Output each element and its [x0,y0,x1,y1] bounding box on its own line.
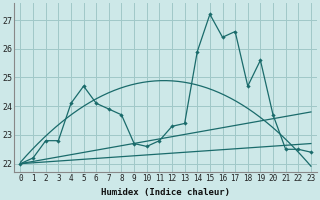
X-axis label: Humidex (Indice chaleur): Humidex (Indice chaleur) [101,188,230,197]
